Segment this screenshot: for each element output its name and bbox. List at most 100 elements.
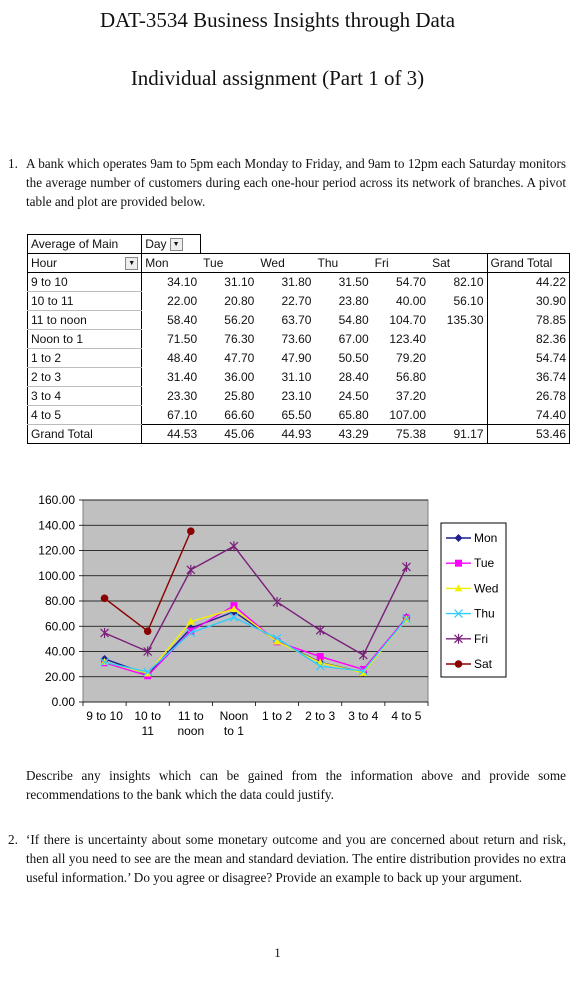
question-1-text: A bank which operates 9am to 5pm each Mo…	[26, 156, 566, 209]
pivot-cell: 34.10	[141, 272, 201, 292]
pivot-cell: 31.50	[314, 272, 372, 292]
x-tick-label: 10 to 11	[134, 709, 161, 738]
pivot-cell: 67.10	[167, 407, 198, 422]
pivot-cell: 123.40	[389, 332, 427, 346]
pivot-cell: 31.80	[257, 272, 315, 292]
data-point-fri	[186, 564, 196, 575]
y-tick-label: 20.00	[45, 670, 75, 684]
pivot-column-field: Day ▼	[141, 234, 201, 254]
pivot-column-header: Wed	[257, 253, 315, 273]
question-2-number: 2.	[8, 832, 18, 847]
data-point-sat	[143, 627, 152, 635]
question-1: 1. A bank which operates 9am to 5pm each…	[8, 154, 566, 211]
pivot-cell: 48.40	[167, 351, 198, 365]
pivot-cell: 37.20	[396, 389, 427, 403]
pivot-cell: 56.10	[429, 291, 488, 311]
pivot-cell: 56.80	[396, 370, 427, 384]
row-filter-dropdown-icon[interactable]: ▼	[125, 257, 139, 270]
pivot-cell: 28.40	[338, 370, 369, 384]
data-point-fri	[315, 625, 325, 636]
data-point-fri	[358, 650, 368, 661]
pivot-row-total: 44.22	[487, 272, 570, 292]
column-filter-dropdown-icon[interactable]: ▼	[169, 238, 183, 252]
pivot-row-label: 11 to noon	[26, 310, 143, 330]
document-subtitle: Individual assignment (Part 1 of 3)	[130, 66, 425, 90]
data-point-wed	[186, 617, 195, 625]
x-tick-label: 1 to 2	[262, 709, 292, 723]
pivot-cell: 66.60	[224, 407, 255, 422]
pivot-cell: 31.10	[200, 272, 258, 292]
pivot-cell: 54.80	[338, 313, 369, 327]
page-number: 1	[274, 945, 281, 960]
pivot-column-header: Thu	[314, 253, 372, 273]
pivot-cell: 71.50	[167, 332, 198, 346]
pivot-cell	[429, 367, 488, 387]
data-point-thu	[100, 657, 109, 667]
legend-marker-fri	[454, 633, 463, 644]
pivot-cell: 63.70	[281, 313, 312, 327]
data-point-thu	[143, 667, 153, 677]
pivot-cell	[429, 386, 488, 406]
pivot-cell: 58.40	[167, 313, 198, 327]
question-2-text: ‘If there is uncertainty about some mone…	[26, 832, 566, 885]
x-tick-label: 2 to 3	[305, 709, 335, 723]
pivot-cell: 47.70	[224, 351, 255, 365]
pivot-cell: 65.50	[281, 407, 312, 422]
pivot-row-field: Hour ▼	[26, 253, 143, 273]
pivot-cell: 65.80	[338, 407, 369, 422]
pivot-grand-total-value: 53.46	[487, 424, 570, 444]
pivot-cell: 31.40	[167, 370, 198, 384]
pivot-grand-total-cell: 75.38	[371, 424, 430, 444]
y-tick-label: 60.00	[45, 619, 75, 633]
series-line-thu	[104, 616, 407, 673]
pivot-column-header: Sat	[429, 253, 488, 273]
data-point-fri	[402, 561, 411, 572]
legend-label-fri: Fri	[474, 632, 488, 646]
pivot-column-header: Mon	[141, 253, 201, 273]
data-point-thu	[272, 633, 282, 643]
data-point-fri	[143, 646, 153, 657]
pivot-cell: 23.80	[338, 294, 369, 308]
pivot-cell: 23.30	[167, 389, 198, 403]
data-point-wed	[229, 605, 238, 613]
x-tick-label: 11 to noon	[177, 709, 204, 738]
pivot-row-label: 3 to 4	[26, 386, 143, 406]
pivot-cell	[429, 405, 488, 425]
pivot-grand-total-label: Grand Total	[26, 424, 143, 444]
pivot-grand-total-cell: 45.06	[200, 424, 258, 444]
pivot-row-label: 10 to 11	[26, 291, 143, 311]
pivot-cell: 23.10	[281, 389, 312, 403]
legend-marker-sat	[454, 660, 463, 668]
legend-marker-mon	[454, 534, 463, 542]
pivot-cell: 76.30	[224, 332, 255, 346]
pivot-row-total: 78.85	[487, 310, 570, 330]
x-tick-label: Noon to 1	[220, 709, 249, 738]
document-title: DAT-3534 Business Insights through Data	[99, 8, 456, 32]
pivot-row-total: 26.78	[487, 386, 570, 406]
series-line-fri	[104, 545, 408, 657]
pivot-cell: 36.00	[224, 370, 255, 384]
pivot-cell: 47.90	[281, 351, 312, 365]
pivot-column-header: Fri	[371, 253, 430, 273]
pivot-row-total: 36.74	[487, 367, 570, 387]
pivot-corner-label: Average of Main	[26, 234, 143, 254]
data-point-thu	[402, 614, 411, 624]
pivot-cell: 31.10	[281, 370, 312, 384]
pivot-cell: 56.20	[224, 313, 255, 327]
line-chart: 0.00 20.00 40.00 60.00 80.00 100.00 120.00 140.…	[38, 493, 507, 738]
pivot-cell: 79.20	[396, 351, 427, 365]
pivot-cell: 104.70	[389, 313, 427, 327]
legend-label-mon: Mon	[474, 531, 497, 545]
question-2: 2. ‘If there is uncertainty about some m…	[8, 830, 566, 887]
pivot-cell: 54.70	[371, 272, 430, 292]
legend-label-thu: Thu	[474, 607, 495, 621]
data-point-wed	[359, 668, 368, 676]
legend-label-wed: Wed	[474, 581, 498, 595]
pivot-row-total: 54.74	[487, 348, 570, 368]
pivot-column-header: Tue	[200, 253, 258, 273]
x-tick-label: 4 to 5	[391, 709, 421, 723]
pivot-row-label: 9 to 10	[26, 272, 143, 292]
y-tick-label: 160.00	[38, 493, 75, 507]
pivot-cell: 67.00	[338, 332, 369, 346]
y-tick-label: 80.00	[45, 594, 75, 608]
